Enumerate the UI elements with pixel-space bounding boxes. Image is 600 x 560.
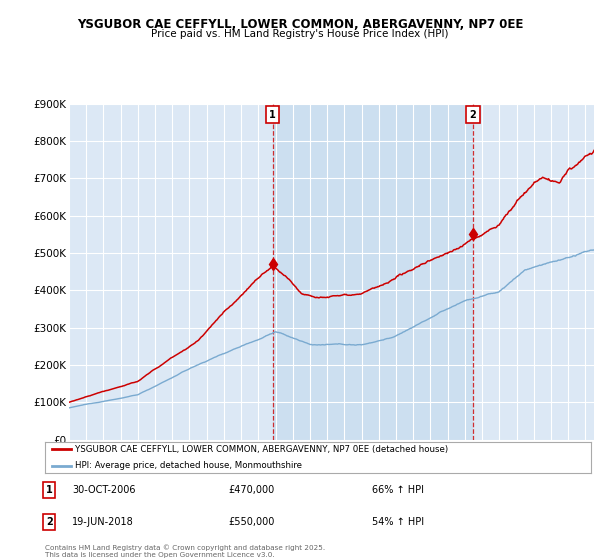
Bar xyxy=(272,104,473,440)
Text: 54% ↑ HPI: 54% ↑ HPI xyxy=(372,517,424,527)
Text: 1: 1 xyxy=(269,110,276,120)
Text: YSGUBOR CAE CEFFYLL, LOWER COMMON, ABERGAVENNY, NP7 0EE: YSGUBOR CAE CEFFYLL, LOWER COMMON, ABERG… xyxy=(77,18,523,31)
Text: £550,000: £550,000 xyxy=(228,517,274,527)
Text: 30-OCT-2006: 30-OCT-2006 xyxy=(72,485,136,495)
Text: 19-JUN-2018: 19-JUN-2018 xyxy=(72,517,134,527)
Text: YSGUBOR CAE CEFFYLL, LOWER COMMON, ABERGAVENNY, NP7 0EE (detached house): YSGUBOR CAE CEFFYLL, LOWER COMMON, ABERG… xyxy=(75,445,448,454)
Text: 66% ↑ HPI: 66% ↑ HPI xyxy=(372,485,424,495)
Text: HPI: Average price, detached house, Monmouthshire: HPI: Average price, detached house, Monm… xyxy=(75,461,302,470)
Text: Contains HM Land Registry data © Crown copyright and database right 2025.
This d: Contains HM Land Registry data © Crown c… xyxy=(45,544,325,558)
Text: 2: 2 xyxy=(46,517,53,527)
Text: Price paid vs. HM Land Registry's House Price Index (HPI): Price paid vs. HM Land Registry's House … xyxy=(151,29,449,39)
Text: 1: 1 xyxy=(46,485,53,495)
Text: 2: 2 xyxy=(469,110,476,120)
Text: £470,000: £470,000 xyxy=(228,485,274,495)
